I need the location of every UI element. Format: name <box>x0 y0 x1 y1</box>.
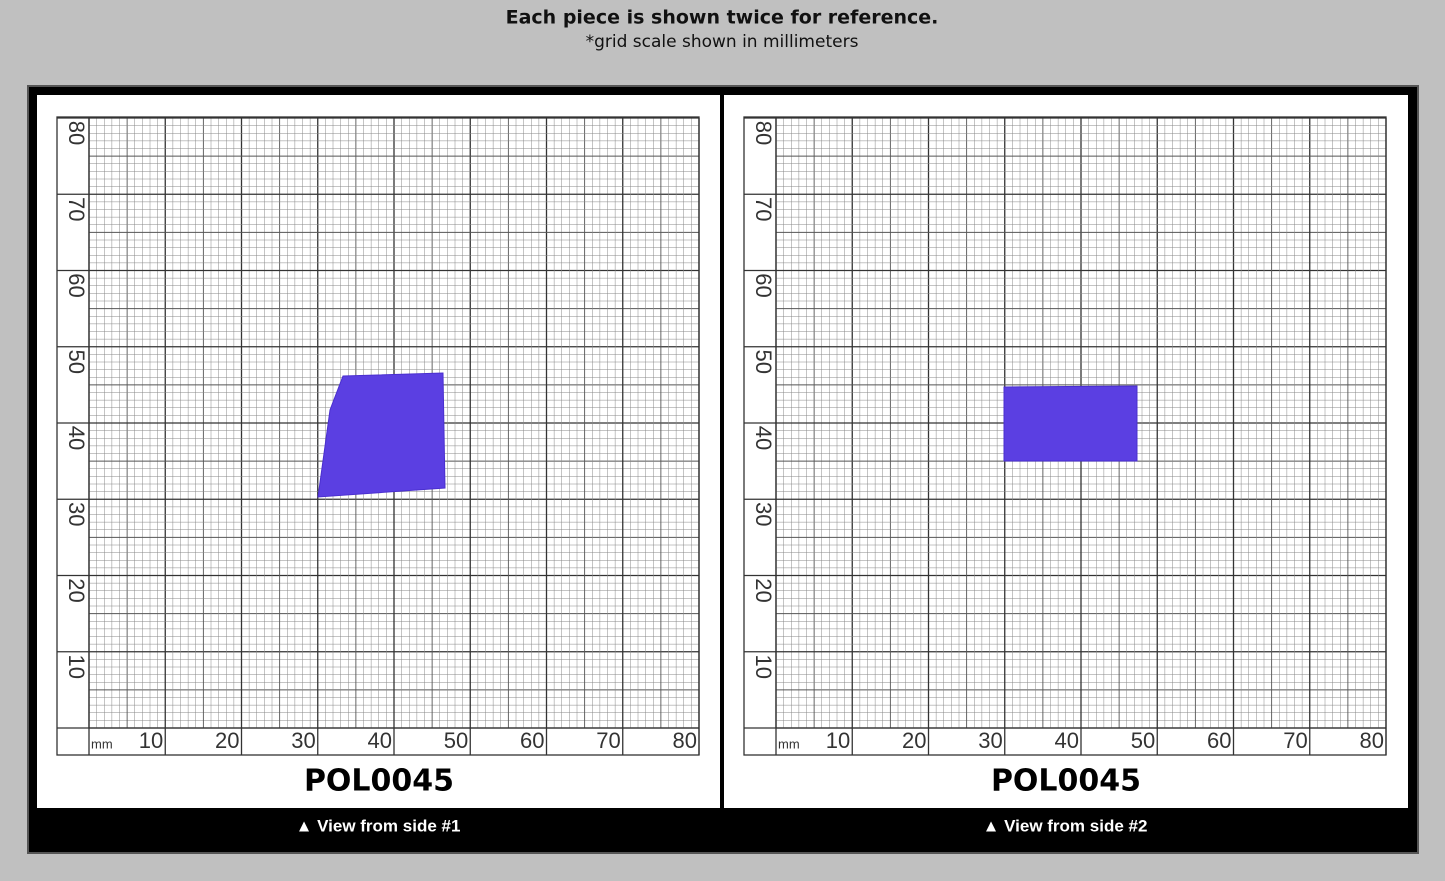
y-scale-label: 80 <box>64 121 89 145</box>
x-scale-label: 70 <box>1283 728 1307 753</box>
y-scale-label: 40 <box>751 426 776 450</box>
y-scale-label: 50 <box>64 350 89 374</box>
gem-piece <box>1003 385 1138 462</box>
panel: mm 10 10 20 20 30 30 40 40 50 50 60 60 70 70 80 80 POL004… <box>724 95 1408 835</box>
y-scale-label: 80 <box>751 121 776 145</box>
y-scale-label: 70 <box>751 197 776 221</box>
y-scale-label: 10 <box>64 655 89 679</box>
gem-piece <box>317 372 446 498</box>
x-scale-label: 20 <box>215 728 239 753</box>
x-scale-label: 60 <box>520 728 544 753</box>
y-scale-label: 60 <box>64 273 89 297</box>
x-scale-label: 50 <box>1131 728 1155 753</box>
y-scale-label: 20 <box>64 578 89 602</box>
unit-label: mm <box>778 736 800 751</box>
x-scale-label: 80 <box>673 728 697 753</box>
y-scale-label: 40 <box>64 426 89 450</box>
x-scale-label: 40 <box>368 728 392 753</box>
scale-border <box>743 116 1387 756</box>
y-scale-label: 10 <box>751 655 776 679</box>
x-scale-label: 30 <box>291 728 315 753</box>
y-scale-label: 30 <box>751 502 776 526</box>
subtitle: *grid scale shown in millimeters <box>586 32 859 52</box>
view-caption: ▲ View from side #1 <box>296 816 461 835</box>
x-scale-label: 20 <box>902 728 926 753</box>
grid-paper <box>775 117 1387 729</box>
x-scale-label: 40 <box>1055 728 1079 753</box>
x-scale-label: 60 <box>1207 728 1231 753</box>
x-scale-label: 10 <box>826 728 850 753</box>
view-caption: ▲ View from side #2 <box>983 816 1148 835</box>
y-scale-label: 50 <box>751 350 776 374</box>
scale-border <box>56 116 700 756</box>
title: Each piece is shown twice for reference. <box>506 7 939 29</box>
x-scale-label: 70 <box>596 728 620 753</box>
y-scale-label: 20 <box>751 578 776 602</box>
x-scale-label: 50 <box>444 728 468 753</box>
y-scale-label: 70 <box>64 197 89 221</box>
y-scale-label: 60 <box>751 273 776 297</box>
piece-code: POL0045 <box>304 764 454 799</box>
x-scale-label: 80 <box>1360 728 1384 753</box>
panel: mm 10 10 20 20 30 30 40 40 50 50 60 60 70 70 80 80 POL004… <box>37 95 720 835</box>
y-scale-label: 30 <box>64 502 89 526</box>
x-scale-label: 10 <box>139 728 163 753</box>
x-scale-label: 30 <box>978 728 1002 753</box>
piece-code: POL0045 <box>991 764 1141 799</box>
unit-label: mm <box>91 736 113 751</box>
